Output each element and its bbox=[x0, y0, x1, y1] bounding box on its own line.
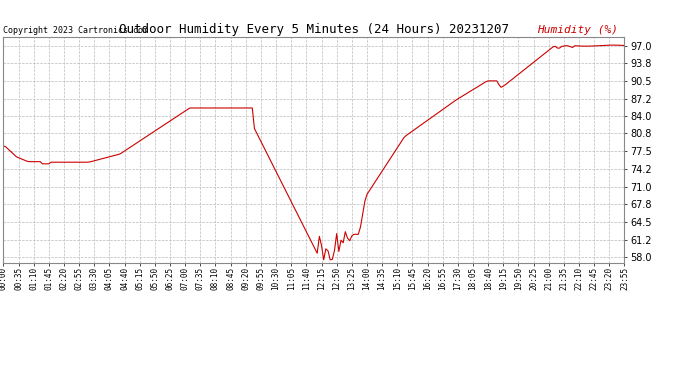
Text: Copyright 2023 Cartronics.com: Copyright 2023 Cartronics.com bbox=[3, 26, 148, 35]
Title: Outdoor Humidity Every 5 Minutes (24 Hours) 20231207: Outdoor Humidity Every 5 Minutes (24 Hou… bbox=[119, 23, 509, 36]
Text: Humidity (%): Humidity (%) bbox=[538, 25, 618, 35]
